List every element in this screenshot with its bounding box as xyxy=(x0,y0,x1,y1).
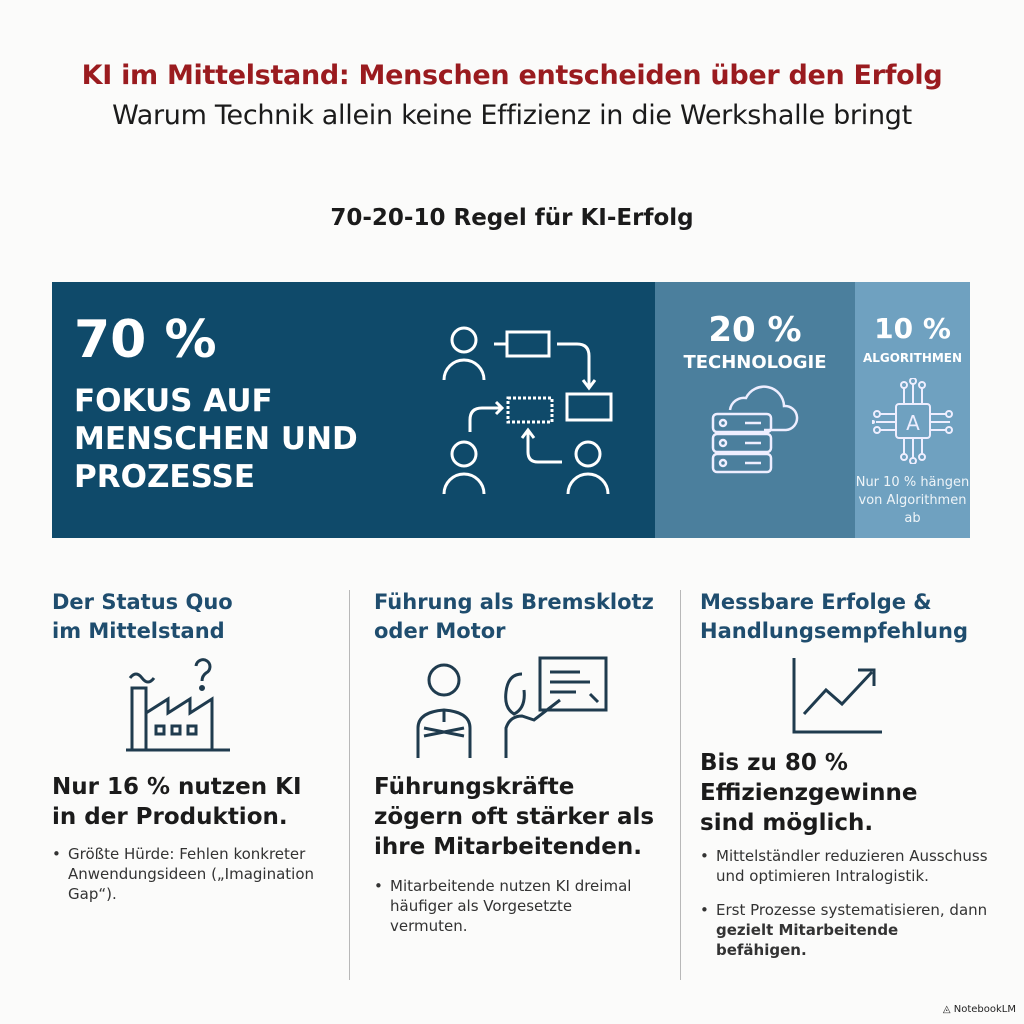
results-bullets: Mittelständler reduzieren Ausschuss und … xyxy=(700,846,990,974)
brand-label: NotebookLM xyxy=(953,1004,1016,1015)
people-percent: 70 % xyxy=(74,310,217,370)
bullet-item: Mitarbeitende nutzen KI dreimal häufiger… xyxy=(374,876,634,936)
column-results: Messbare Erfolge & Handlungsempfehlung B… xyxy=(700,588,1000,959)
growth-chart-icon xyxy=(792,658,882,734)
bullet-text: Erst Prozesse systematisieren, dann xyxy=(716,901,988,919)
brand-watermark: ◬ NotebookLM xyxy=(943,1004,1016,1015)
bullet-item: Mittelständler reduzieren Ausschuss und … xyxy=(700,846,990,886)
column-divider xyxy=(680,590,681,980)
rule-title: 70-20-10 Regel für KI-Erfolg xyxy=(330,205,694,231)
page-title: KI im Mittelstand: Menschen entscheiden … xyxy=(81,60,943,91)
cloud-server-icon xyxy=(711,385,799,474)
people-block: 70 % FOKUS AUF MENSCHEN UND PROZESSE xyxy=(52,282,655,538)
bullet-item: Erst Prozesse systematisieren, dann gezi… xyxy=(700,900,990,960)
ai-chip-icon: A xyxy=(872,378,953,464)
algorithms-note: Nur 10 % hängen von Algorithmen ab xyxy=(855,475,970,526)
results-stat: Bis zu 80 % Effizienzgewinne sind möglic… xyxy=(700,750,918,836)
bullet-emphasis: gezielt Mitarbeitende befähigen. xyxy=(716,921,899,959)
column-leadership: Führung als Bremsklotz oder Motor Führun… xyxy=(374,588,664,935)
factory-question-icon xyxy=(126,658,230,752)
column-status-quo: Der Status Quo im Mittelstand Nur 16 % n… xyxy=(52,588,342,903)
svg-text:A: A xyxy=(906,411,920,435)
status-quo-bullets: Größte Hürde: Fehlen konkreter Anwendung… xyxy=(52,844,332,918)
ratio-banner: 70 % FOKUS AUF MENSCHEN UND PROZESSE 20 … xyxy=(52,282,970,538)
column-heading: Messbare Erfolge & Handlungsempfehlung xyxy=(700,590,968,643)
technology-block: 20 % TECHNOLOGIE xyxy=(655,282,855,538)
column-divider xyxy=(349,590,350,980)
column-heading: Der Status Quo im Mittelstand xyxy=(52,590,233,643)
column-heading: Führung als Bremsklotz oder Motor xyxy=(374,590,654,643)
algorithms-percent: 10 % xyxy=(874,312,951,345)
status-quo-stat: Nur 16 % nutzen KI in der Produktion. xyxy=(52,774,302,830)
leadership-bullets: Mitarbeitende nutzen KI dreimal häufiger… xyxy=(374,876,634,950)
page-subtitle: Warum Technik allein keine Effizienz in … xyxy=(112,100,912,131)
people-label: FOKUS AUF MENSCHEN UND PROZESSE xyxy=(74,383,358,495)
technology-label: TECHNOLOGIE xyxy=(683,352,827,373)
algorithms-block: 10 % ALGORITHMEN A Nur 10 % hängen von A… xyxy=(855,282,970,538)
bullet-item: Größte Hürde: Fehlen konkreter Anwendung… xyxy=(52,844,332,904)
algorithms-label: ALGORITHMEN xyxy=(862,351,963,365)
people-process-flow-icon xyxy=(442,326,613,495)
technology-percent: 20 % xyxy=(708,310,802,350)
leadership-stat: Führungskräfte zögern oft stärker als ih… xyxy=(374,774,655,860)
notebooklm-logo-icon: ◬ xyxy=(942,1004,954,1015)
leader-presenter-icon xyxy=(416,656,608,758)
